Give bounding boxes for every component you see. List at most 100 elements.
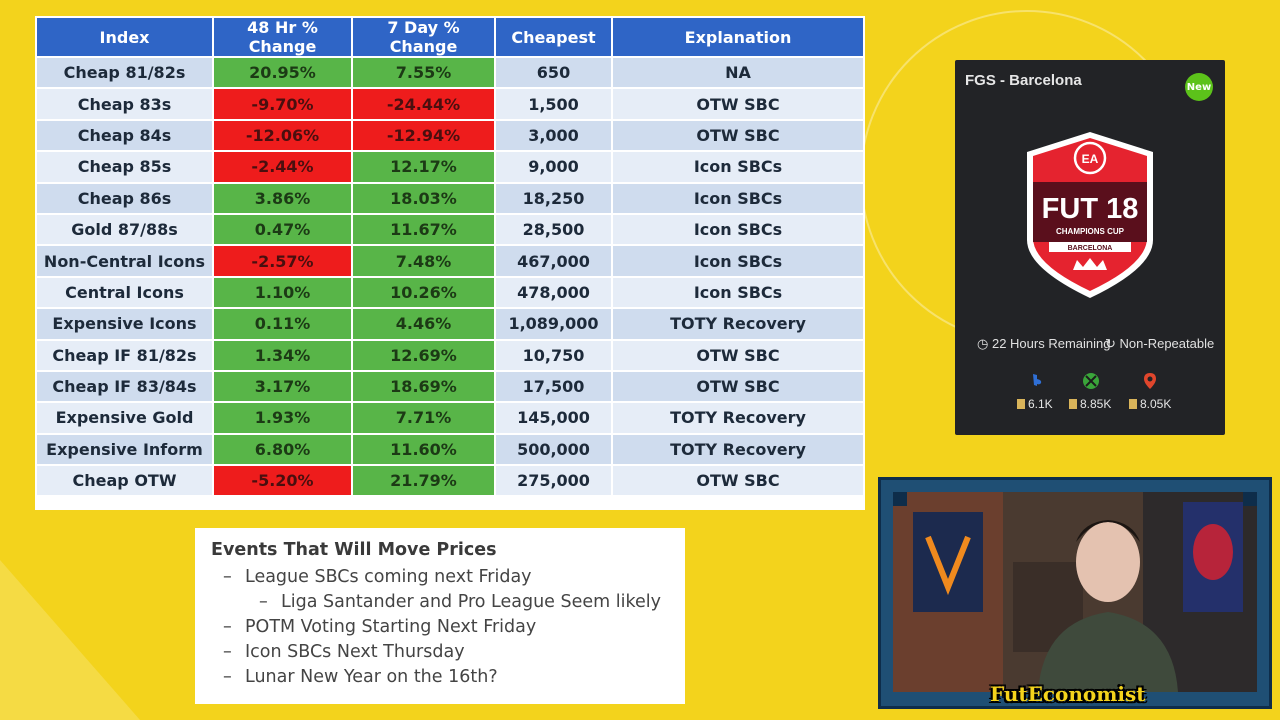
cell-index: Non-Central Icons	[35, 244, 214, 278]
table-header-row: Index 48 Hr % Change 7 Day % Change Chea…	[35, 16, 865, 58]
sbc-card[interactable]: FGS - Barcelona New EA FUT 18 CHAMPIONS …	[955, 60, 1225, 435]
cell-7day-change: 18.69%	[351, 369, 496, 404]
cell-48hr-change: 3.86%	[212, 181, 353, 215]
pc-icon	[1144, 373, 1156, 389]
table-row: Cheap 85s -2.44% 12.17% 9,000 Icon SBCs	[35, 150, 865, 184]
webcam-frame	[878, 477, 1272, 709]
cell-index: Gold 87/88s	[35, 212, 214, 247]
cell-explanation: TOTY Recovery	[611, 401, 865, 435]
time-remaining: ◷ 22 Hours Remaining	[977, 336, 1111, 351]
cell-7day-change: 7.71%	[351, 401, 496, 435]
cell-index: Cheap 81/82s	[35, 55, 214, 90]
cell-explanation: OTW SBC	[611, 464, 865, 498]
coin-icon	[1017, 399, 1025, 409]
table-row: Expensive Icons 0.11% 4.46% 1,089,000 TOTY R…	[35, 307, 865, 341]
table-row: Expensive Inform 6.80% 11.60% 500,000 TOTY R…	[35, 432, 865, 467]
xbox-icon	[1083, 373, 1099, 389]
table-row: Expensive Gold 1.93% 7.71% 145,000 TOTY Reco…	[35, 401, 865, 435]
table-row: Gold 87/88s 0.47% 11.67% 28,500 Icon SBCs	[35, 212, 865, 247]
header-index: Index	[35, 16, 214, 58]
frame-corner	[893, 492, 907, 506]
sbc-card-title: FGS - Barcelona	[965, 72, 1082, 89]
fut-champions-cup-crest-icon: EA FUT 18 CHAMPIONS CUP BARCELONA	[1027, 132, 1153, 298]
table-row: Non-Central Icons -2.57% 7.48% 467,000 Icon …	[35, 244, 865, 278]
table-row: Cheap 83s -9.70% -24.44% 1,500 OTW SBC	[35, 87, 865, 121]
cell-48hr-change: 1.10%	[212, 275, 353, 310]
channel-name-label: FutEconomist	[990, 682, 1146, 706]
cell-index: Cheap 84s	[35, 118, 214, 153]
cell-explanation: TOTY Recovery	[611, 307, 865, 341]
cell-cheapest: 478,000	[494, 275, 613, 310]
notes-title: Events That Will Move Prices	[211, 540, 497, 560]
cell-7day-change: 11.60%	[351, 432, 496, 467]
cell-48hr-change: -2.57%	[212, 244, 353, 278]
coin-icon	[1129, 399, 1137, 409]
cell-explanation: OTW SBC	[611, 118, 865, 153]
notes-item: – Icon SBCs Next Thursday	[223, 642, 465, 662]
cell-7day-change: 11.67%	[351, 212, 496, 247]
table-row: Cheap IF 83/84s 3.17% 18.69% 17,500 OTW SBC	[35, 369, 865, 404]
notes-subitem: – Liga Santander and Pro League Seem like…	[259, 592, 661, 612]
cell-explanation: NA	[611, 55, 865, 90]
cell-cheapest: 10,750	[494, 338, 613, 372]
header-cheapest: Cheapest	[494, 16, 613, 58]
header-explanation: Explanation	[611, 16, 865, 58]
cell-explanation: Icon SBCs	[611, 275, 865, 310]
cell-explanation: TOTY Recovery	[611, 432, 865, 467]
cell-cheapest: 650	[494, 55, 613, 90]
cell-cheapest: 28,500	[494, 212, 613, 247]
cell-48hr-change: 3.17%	[212, 369, 353, 404]
cell-explanation: Icon SBCs	[611, 212, 865, 247]
cell-48hr-change: 20.95%	[212, 55, 353, 90]
repeatable-status: ↻ Non-Repeatable	[1105, 336, 1215, 351]
cell-index: Central Icons	[35, 275, 214, 310]
cell-explanation: OTW SBC	[611, 87, 865, 121]
cell-48hr-change: 0.11%	[212, 307, 353, 341]
cell-cheapest: 467,000	[494, 244, 613, 278]
cell-7day-change: 7.55%	[351, 55, 496, 90]
events-notes-box: Events That Will Move Prices – League SBC…	[195, 528, 685, 704]
cell-48hr-change: -2.44%	[212, 150, 353, 184]
cell-cheapest: 500,000	[494, 432, 613, 467]
crest-ea-text: EA	[1082, 152, 1099, 166]
webcam-scene	[893, 492, 1257, 692]
cell-7day-change: 21.79%	[351, 464, 496, 498]
cell-48hr-change: 6.80%	[212, 432, 353, 467]
cell-index: Cheap IF 83/84s	[35, 369, 214, 404]
cell-7day-change: 12.69%	[351, 338, 496, 372]
cell-7day-change: -12.94%	[351, 118, 496, 153]
new-badge: New	[1185, 73, 1213, 101]
cell-explanation: OTW SBC	[611, 369, 865, 404]
table-row: Cheap 86s 3.86% 18.03% 18,250 Icon SBCs	[35, 181, 865, 215]
notes-item: – League SBCs coming next Friday	[223, 567, 532, 587]
cell-explanation: OTW SBC	[611, 338, 865, 372]
notes-item: – Lunar New Year on the 16th?	[223, 667, 498, 687]
cell-explanation: Icon SBCs	[611, 181, 865, 215]
cell-index: Cheap 86s	[35, 181, 214, 215]
cell-cheapest: 18,250	[494, 181, 613, 215]
clock-icon: ◷	[977, 336, 989, 351]
price-xbox: 8.85K	[1069, 397, 1111, 411]
cell-7day-change: 10.26%	[351, 275, 496, 310]
cell-index: Expensive Icons	[35, 307, 214, 341]
price-pc: 8.05K	[1129, 397, 1171, 411]
cell-cheapest: 1,089,000	[494, 307, 613, 341]
cell-explanation: Icon SBCs	[611, 150, 865, 184]
cell-index: Cheap IF 81/82s	[35, 338, 214, 372]
cell-7day-change: 7.48%	[351, 244, 496, 278]
cell-index: Cheap 83s	[35, 87, 214, 121]
cell-7day-change: -24.44%	[351, 87, 496, 121]
cell-48hr-change: -12.06%	[212, 118, 353, 153]
webcam-video	[893, 492, 1257, 692]
cell-cheapest: 1,500	[494, 87, 613, 121]
price-index-table: Index 48 Hr % Change 7 Day % Change Chea…	[35, 16, 865, 510]
header-7day-change: 7 Day % Change	[351, 16, 496, 58]
frame-corner	[1243, 492, 1257, 506]
header-48hr-change: 48 Hr % Change	[212, 16, 353, 58]
notes-item: – POTM Voting Starting Next Friday	[223, 617, 537, 637]
cell-7day-change: 12.17%	[351, 150, 496, 184]
refresh-icon: ↻	[1105, 336, 1116, 351]
price-playstation: 6.1K	[1017, 397, 1053, 411]
table-row: Cheap OTW -5.20% 21.79% 275,000 OTW SBC	[35, 464, 865, 498]
cell-7day-change: 18.03%	[351, 181, 496, 215]
